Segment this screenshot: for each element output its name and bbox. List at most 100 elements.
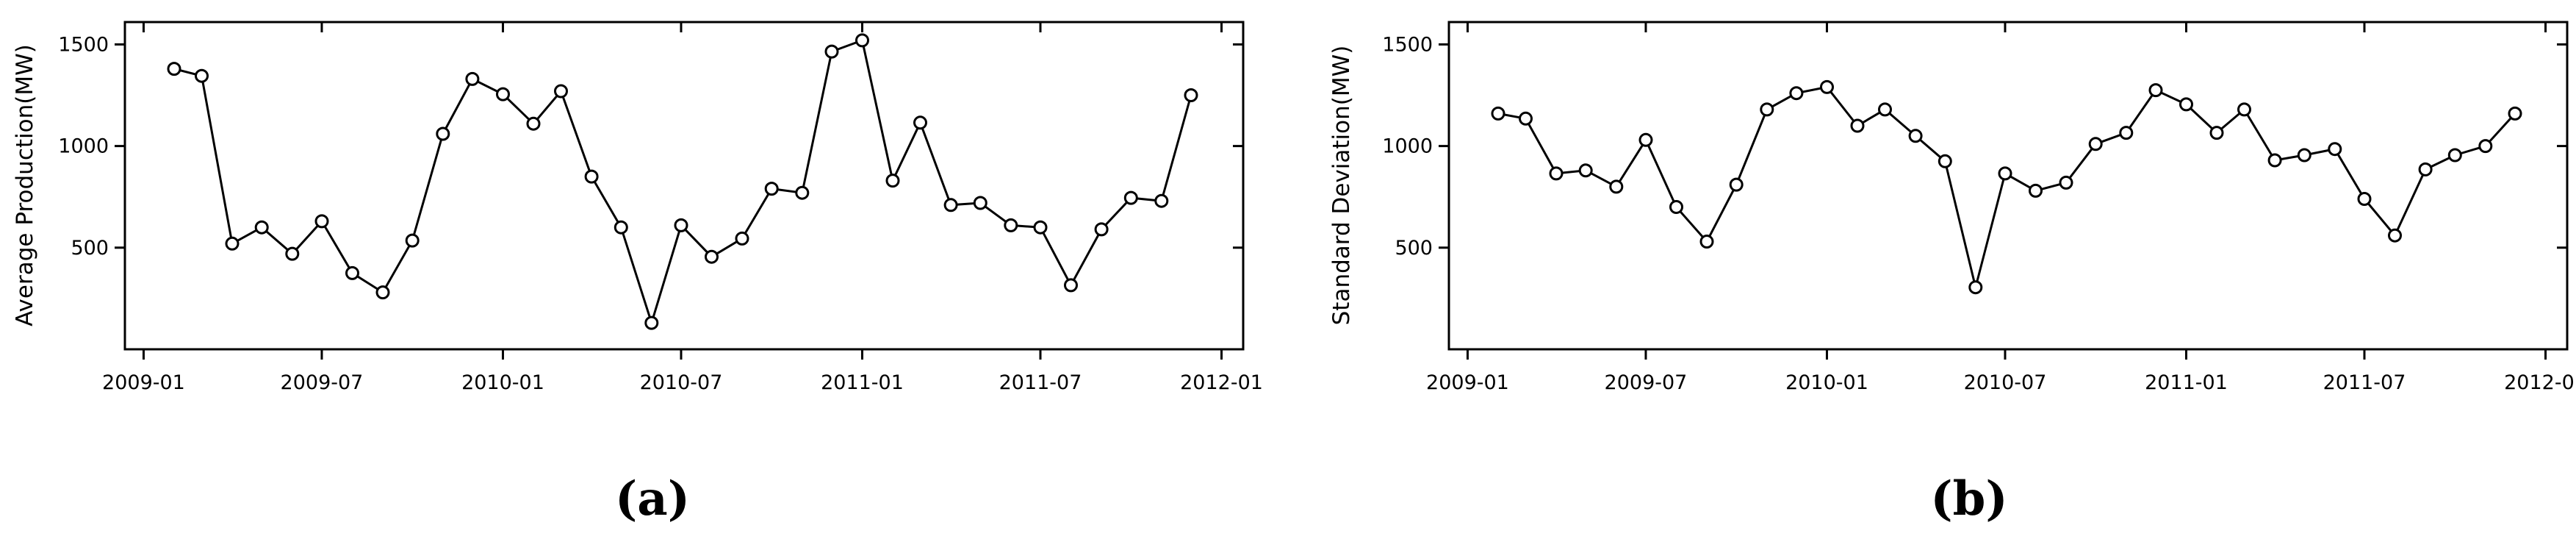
data-point bbox=[254, 220, 269, 235]
data-point bbox=[1968, 280, 1983, 295]
x-tick-label: 2012-01 bbox=[2504, 371, 2576, 394]
data-point bbox=[345, 265, 359, 280]
y-axis-label: Standard Deviation(MW) bbox=[1328, 46, 1355, 326]
data-point bbox=[855, 33, 869, 48]
data-point bbox=[2267, 153, 2282, 168]
data-point bbox=[1699, 235, 1714, 249]
data-point bbox=[2059, 175, 2073, 190]
y-tick-label: 1500 bbox=[1382, 33, 1433, 56]
data-point bbox=[644, 315, 659, 330]
y-axis: 500 1000 1500 bbox=[58, 33, 1243, 260]
data-point bbox=[943, 198, 958, 213]
data-point bbox=[1154, 193, 1169, 208]
data-point bbox=[1004, 218, 1018, 232]
x-tick-label: 2009-07 bbox=[1605, 371, 1688, 394]
plot-frame bbox=[1447, 21, 2569, 351]
data-point bbox=[735, 231, 749, 246]
x-tick-label: 2009-07 bbox=[281, 371, 364, 394]
data-point bbox=[1669, 200, 1683, 214]
chart-panel-b: Standard Deviation(MW) (b) 2009-01 2009-0… bbox=[1328, 21, 2576, 526]
data-point bbox=[1998, 166, 2012, 181]
y-axis: 500 1000 1500 bbox=[1382, 33, 2567, 260]
data-point bbox=[375, 285, 390, 300]
data-point bbox=[2328, 142, 2342, 157]
data-point bbox=[405, 233, 420, 248]
y-tick-label: 500 bbox=[71, 237, 109, 260]
data-point bbox=[1760, 102, 1774, 117]
data-point bbox=[1878, 102, 1892, 117]
data-point bbox=[195, 68, 209, 83]
plot-frame bbox=[123, 21, 1245, 351]
panel-label: (a) bbox=[615, 471, 690, 526]
data-point bbox=[1850, 118, 1865, 133]
data-point bbox=[705, 249, 719, 264]
data-point bbox=[2447, 148, 2462, 163]
series-line bbox=[173, 38, 1192, 327]
data-point bbox=[2388, 228, 2402, 243]
x-tick-label: 2011-07 bbox=[2323, 371, 2406, 394]
data-point bbox=[584, 169, 599, 184]
x-tick-label: 2010-01 bbox=[1785, 371, 1868, 394]
data-point bbox=[2357, 192, 2372, 206]
data-point bbox=[1609, 179, 1624, 194]
x-tick-label: 2010-07 bbox=[640, 371, 723, 394]
panel-label: (b) bbox=[1930, 471, 2007, 526]
data-point bbox=[496, 87, 510, 101]
x-tick-label: 2011-01 bbox=[821, 371, 904, 394]
x-tick-label: 2011-07 bbox=[999, 371, 1082, 394]
data-point bbox=[1033, 220, 1048, 235]
y-axis-label: Average Production(MW) bbox=[12, 44, 38, 326]
y-tick-label: 1000 bbox=[58, 135, 109, 158]
data-point bbox=[2029, 183, 2043, 198]
y-tick-label: 1000 bbox=[1382, 135, 1433, 158]
data-point bbox=[1549, 166, 1564, 181]
data-point bbox=[1789, 86, 1804, 101]
data-point bbox=[1519, 111, 1533, 126]
data-point bbox=[885, 174, 900, 188]
data-point bbox=[913, 115, 927, 130]
data-point bbox=[1938, 154, 1952, 168]
data-point bbox=[2119, 126, 2134, 140]
x-tick-label: 2012-01 bbox=[1180, 371, 1263, 394]
data-point bbox=[1064, 278, 1078, 293]
data-point bbox=[285, 246, 300, 261]
series-standard-deviation bbox=[1491, 79, 2522, 295]
y-tick-label: 1500 bbox=[58, 33, 109, 56]
x-tick-label: 2010-01 bbox=[461, 371, 544, 394]
x-tick-label: 2009-01 bbox=[1426, 371, 1509, 394]
data-point bbox=[2148, 83, 2163, 98]
series-average-production bbox=[167, 33, 1198, 330]
data-point bbox=[1729, 177, 1744, 192]
data-point bbox=[2508, 106, 2522, 121]
data-point bbox=[436, 126, 450, 141]
data-point bbox=[795, 185, 810, 200]
data-point bbox=[2297, 148, 2311, 163]
data-point bbox=[1491, 106, 1505, 121]
data-point bbox=[554, 84, 568, 99]
y-tick-label: 500 bbox=[1395, 237, 1433, 260]
data-point bbox=[2179, 97, 2193, 112]
data-point bbox=[614, 220, 628, 235]
x-tick-label: 2009-01 bbox=[102, 371, 185, 394]
data-point bbox=[314, 214, 329, 229]
data-point bbox=[1820, 79, 1834, 94]
data-point bbox=[1184, 88, 1198, 102]
data-point bbox=[2209, 126, 2224, 140]
series-line bbox=[1497, 85, 2516, 288]
data-point bbox=[465, 71, 480, 86]
data-point bbox=[225, 236, 240, 251]
data-point bbox=[2088, 137, 2103, 151]
data-point bbox=[973, 196, 987, 210]
data-point bbox=[1638, 132, 1653, 147]
x-axis: 2009-01 2009-07 2010-01 2010-07 2011-01 2011-… bbox=[1426, 22, 2576, 394]
data-point bbox=[1123, 190, 1138, 205]
data-point bbox=[2418, 162, 2433, 176]
x-tick-label: 2010-07 bbox=[1964, 371, 2047, 394]
data-point bbox=[1094, 222, 1109, 237]
x-axis: 2009-01 2009-07 2010-01 2010-07 2011-01 2011-… bbox=[102, 22, 1263, 394]
data-point bbox=[1908, 129, 1923, 143]
data-point bbox=[526, 116, 541, 131]
data-point bbox=[824, 44, 839, 59]
data-point bbox=[2237, 102, 2251, 117]
